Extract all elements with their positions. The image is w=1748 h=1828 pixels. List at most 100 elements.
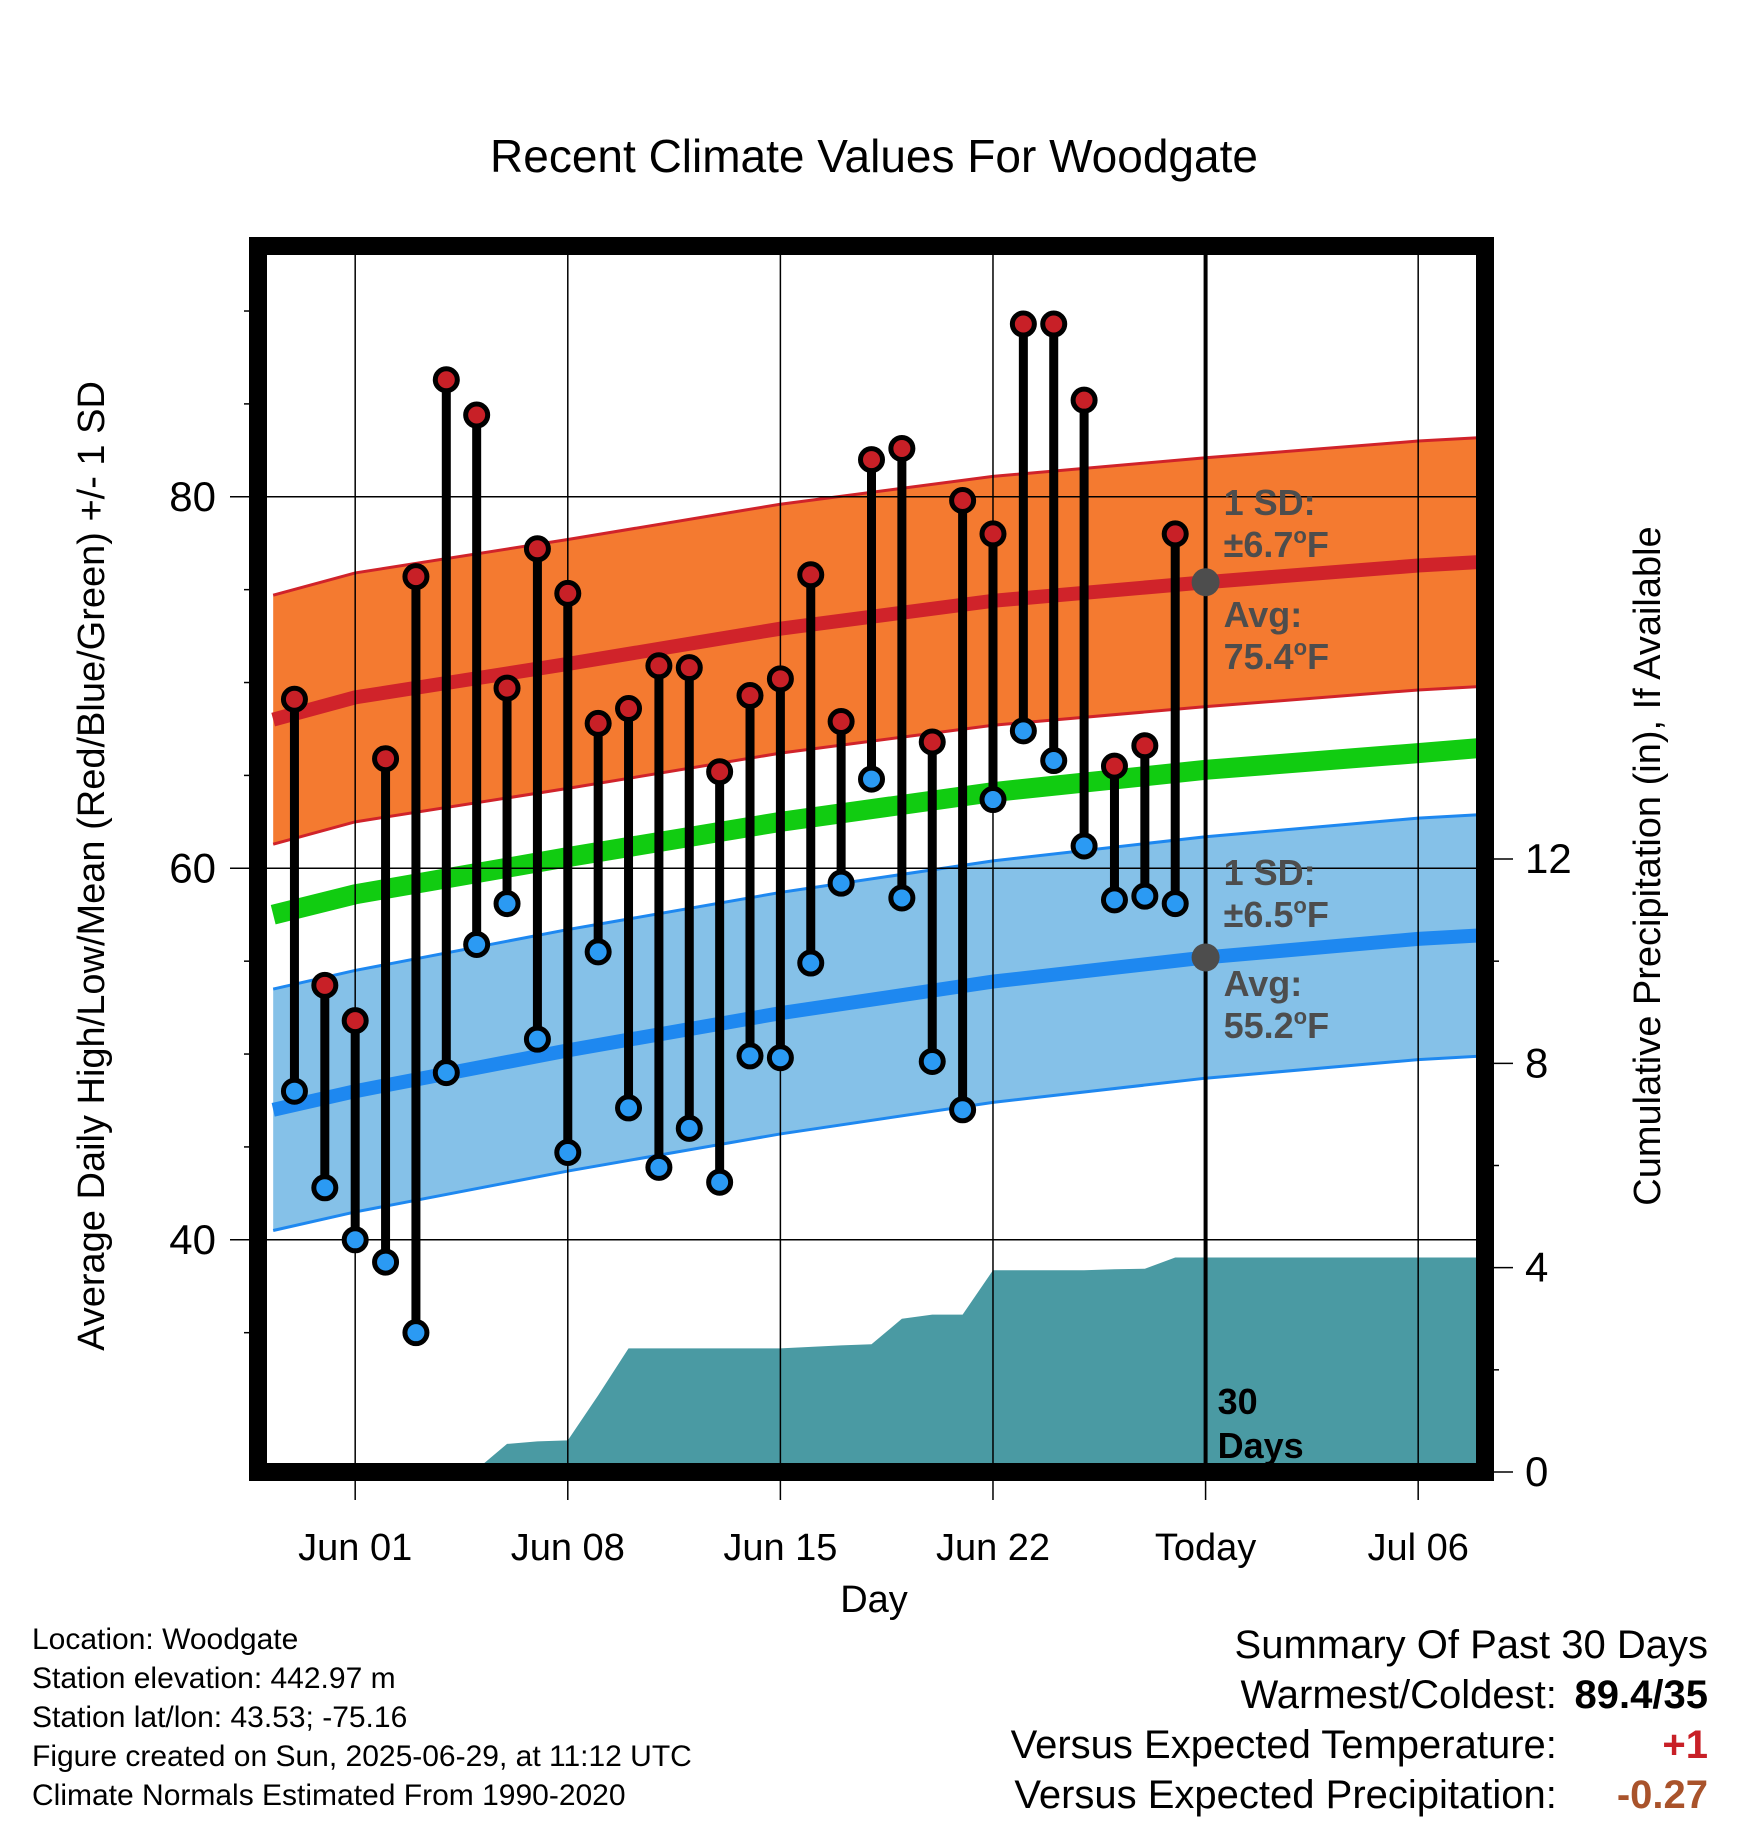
daily-high-dot xyxy=(706,758,734,786)
daily-high-dot xyxy=(949,486,977,514)
warm-cold-label: Warmest/Coldest: xyxy=(1240,1673,1557,1717)
daily-low-dot xyxy=(402,1319,430,1347)
daily-high-dot xyxy=(280,685,308,713)
daily-low-dot xyxy=(463,930,491,958)
high-avg-marker xyxy=(1191,568,1220,597)
daily-low-dot xyxy=(1161,890,1189,918)
daily-low-dot xyxy=(584,938,612,966)
normals-text: Climate Normals Estimated From 1990-2020 xyxy=(32,1779,626,1812)
high-sd-value-number: ±6.7 xyxy=(1224,524,1294,565)
precip-vs-value: -0.27 xyxy=(1616,1773,1708,1817)
daily-high-dot xyxy=(888,434,916,462)
daily-high-dot xyxy=(675,654,703,682)
daily-high-dot xyxy=(797,561,825,589)
daily-low-dot xyxy=(918,1047,946,1075)
high-sd-value-degree: o xyxy=(1293,523,1306,548)
daily-high-dot xyxy=(402,563,430,591)
daily-high-dot xyxy=(918,728,946,756)
low-avg-value: 55.2oF xyxy=(1224,1004,1330,1046)
y-axis-label: Average Daily High/Low/Mean (Red/Blue/Gr… xyxy=(71,381,113,1351)
high-avg-value-unit: F xyxy=(1307,636,1329,677)
daily-low-dot xyxy=(797,949,825,977)
daily-low-dot xyxy=(1070,832,1098,860)
high-sd-value: ±6.7oF xyxy=(1224,523,1329,565)
daily-low-dot xyxy=(645,1153,673,1181)
low-sd-value: ±6.5oF xyxy=(1224,893,1329,935)
daily-low-dot xyxy=(615,1094,643,1122)
plot-content xyxy=(258,246,1485,1472)
x-tick-label: Jun 08 xyxy=(511,1527,625,1569)
daily-high-dot xyxy=(979,520,1007,548)
daily-low-dot xyxy=(949,1096,977,1124)
x-tick-label: Jul 06 xyxy=(1367,1527,1468,1569)
daily-low-dot xyxy=(280,1077,308,1105)
high-normal-avg-line xyxy=(271,554,1485,727)
daily-low-dot xyxy=(523,1025,551,1053)
daily-high-dot xyxy=(1161,520,1189,548)
daily-low-dot xyxy=(888,884,916,912)
daily-low-dot xyxy=(675,1114,703,1142)
daily-high-dot xyxy=(1100,752,1128,780)
daily-low-dot xyxy=(1131,882,1159,910)
low-sd-value-degree: o xyxy=(1293,893,1306,918)
y2-axis-label: Cumulative Precipitation (in), If Availa… xyxy=(1627,526,1669,1205)
daily-low-dot xyxy=(493,890,521,918)
low-avg-value-degree: o xyxy=(1294,1004,1307,1029)
daily-low-dot xyxy=(766,1044,794,1072)
latlon-text: Station lat/lon: 43.53; -75.16 xyxy=(32,1701,408,1734)
daily-low-dot xyxy=(311,1174,339,1202)
y-tick-label: 60 xyxy=(169,844,216,891)
daily-high-dot xyxy=(615,695,643,723)
high-avg-label: Avg: xyxy=(1224,594,1303,635)
high-avg-value-degree: o xyxy=(1294,635,1307,660)
elevation-text: Station elevation: 442.97 m xyxy=(32,1662,396,1695)
daily-high-dot xyxy=(523,535,551,563)
daily-low-dot xyxy=(372,1248,400,1276)
high-sd-label: 1 SD: xyxy=(1224,482,1316,523)
x-tick-label: Jun 22 xyxy=(936,1527,1050,1569)
low-avg-value-number: 55.2 xyxy=(1224,1005,1294,1046)
temp-vs-label: Versus Expected Temperature: xyxy=(1010,1723,1557,1767)
y2-tick-label: 12 xyxy=(1525,835,1572,882)
daily-low-dot xyxy=(827,869,855,897)
daily-low-dot xyxy=(432,1059,460,1087)
high-avg-value-number: 75.4 xyxy=(1224,636,1294,677)
low-normal-avg-line xyxy=(271,928,1485,1117)
low-sd-value-number: ±6.5 xyxy=(1224,894,1294,935)
daily-high-dot xyxy=(554,579,582,607)
daily-high-dot xyxy=(1070,386,1098,414)
daily-low-dot xyxy=(341,1226,369,1254)
daily-high-dot xyxy=(827,708,855,736)
station-info: Location: Woodgate Station elevation: 44… xyxy=(32,1620,692,1815)
x-tick-label: Jun 15 xyxy=(723,1527,837,1569)
y2-tick-label: 8 xyxy=(1525,1039,1548,1086)
low-sd-value-unit: F xyxy=(1307,894,1329,935)
daily-high-dot xyxy=(463,401,491,429)
high-normal-upper-edge xyxy=(272,435,1485,597)
daily-high-dot xyxy=(645,652,673,680)
low-normal-band xyxy=(273,814,1485,1231)
high-avg-value: 75.4oF xyxy=(1224,635,1330,677)
daily-low-dot xyxy=(979,786,1007,814)
x-tick-label: Today xyxy=(1155,1527,1256,1569)
climate-chart: Recent Climate Values For Woodgate 1 SD:… xyxy=(71,130,1669,1620)
y2-tick-label: 0 xyxy=(1525,1448,1548,1495)
daily-high-dot xyxy=(736,682,764,710)
summary-warm-cold: Warmest/Coldest: 89.4/35 xyxy=(1011,1670,1709,1720)
daily-high-dot xyxy=(766,665,794,693)
summary-temp: Versus Expected Temperature: +1 xyxy=(1011,1720,1708,1770)
daily-high-dot xyxy=(1040,310,1068,338)
daily-high-dot xyxy=(584,709,612,737)
daily-high-dot xyxy=(311,971,339,999)
precip-area xyxy=(273,1257,1485,1472)
daily-low-dot xyxy=(1040,747,1068,775)
daily-high-dot xyxy=(1131,732,1159,760)
days-count-label: 30 xyxy=(1218,1381,1258,1422)
summary-title: Summary Of Past 30 Days xyxy=(1234,1623,1708,1667)
daily-high-dot xyxy=(493,674,521,702)
daily-low-dot xyxy=(736,1042,764,1070)
temp-vs-value: +1 xyxy=(1662,1723,1708,1767)
low-avg-label: Avg: xyxy=(1224,963,1303,1004)
low-avg-marker xyxy=(1191,943,1220,972)
